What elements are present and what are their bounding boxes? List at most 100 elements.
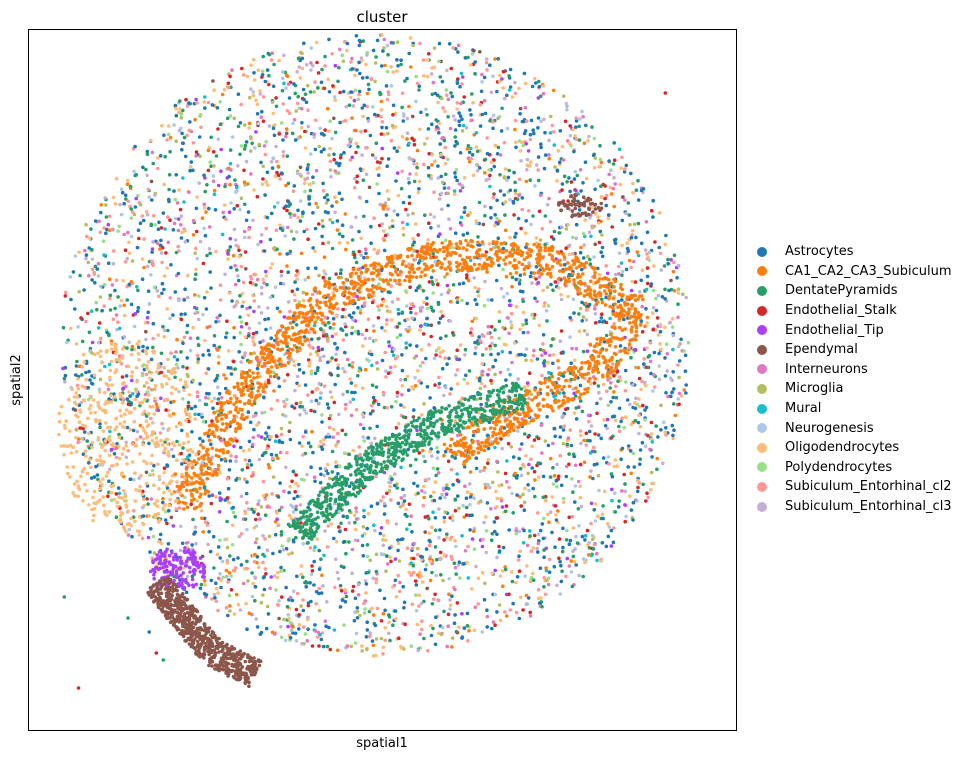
scatter-point xyxy=(337,529,342,534)
scatter-point xyxy=(410,530,414,534)
scatter-point xyxy=(309,465,313,470)
scatter-point xyxy=(445,68,449,73)
scatter-point xyxy=(269,407,274,411)
scatter-point xyxy=(325,644,330,649)
scatter-point xyxy=(578,168,583,172)
scatter-point xyxy=(121,347,125,351)
scatter-point xyxy=(196,357,201,361)
scatter-point xyxy=(495,504,499,509)
scatter-point xyxy=(301,542,306,546)
scatter-point xyxy=(532,316,536,321)
scatter-point xyxy=(202,226,206,231)
scatter-point xyxy=(211,174,216,178)
scatter-point xyxy=(357,89,362,94)
scatter-point xyxy=(210,419,214,423)
scatter-point xyxy=(542,555,546,559)
scatter-point xyxy=(475,149,480,154)
scatter-point xyxy=(350,390,354,395)
scatter-point xyxy=(518,495,522,499)
scatter-point xyxy=(342,451,347,456)
scatter-point xyxy=(508,188,513,193)
scatter-point xyxy=(212,334,217,338)
scatter-point xyxy=(330,334,335,339)
scatter-point xyxy=(529,549,534,553)
scatter-point xyxy=(127,251,132,256)
scatter-point xyxy=(353,538,358,543)
scatter-point xyxy=(212,192,217,197)
scatter-point xyxy=(627,258,632,263)
scatter-point xyxy=(400,169,404,174)
scatter-point xyxy=(445,283,450,288)
scatter-point xyxy=(400,392,404,397)
scatter-point xyxy=(661,420,666,425)
scatter-point xyxy=(489,335,494,340)
scatter-point xyxy=(209,442,213,447)
scatter-point xyxy=(252,78,257,82)
scatter-point xyxy=(200,461,204,465)
scatter-point xyxy=(252,343,257,347)
scatter-point xyxy=(107,277,112,282)
scatter-point xyxy=(572,559,577,564)
scatter-point xyxy=(344,402,348,407)
scatter-point xyxy=(179,312,183,317)
scatter-point xyxy=(176,217,181,221)
scatter-point xyxy=(228,604,232,608)
scatter-point xyxy=(376,304,380,309)
scatter-point xyxy=(345,48,349,53)
scatter-point xyxy=(400,537,405,541)
scatter-point xyxy=(180,428,184,433)
scatter-point xyxy=(470,52,475,56)
scatter-point xyxy=(263,567,268,571)
scatter-point xyxy=(127,282,131,287)
scatter-point xyxy=(441,349,446,353)
scatter-point xyxy=(468,258,473,263)
scatter-point xyxy=(305,167,310,172)
scatter-point xyxy=(620,416,624,421)
scatter-point xyxy=(330,449,335,454)
scatter-point xyxy=(428,396,432,400)
scatter-point xyxy=(298,76,303,80)
scatter-point xyxy=(104,203,108,207)
scatter-point xyxy=(431,626,435,631)
scatter-point xyxy=(300,120,304,125)
scatter-point xyxy=(119,298,124,303)
scatter-point xyxy=(574,534,578,539)
scatter-point xyxy=(123,248,128,252)
scatter-point xyxy=(379,619,384,623)
scatter-point xyxy=(368,558,373,563)
scatter-point xyxy=(249,135,253,139)
scatter-point xyxy=(360,386,365,391)
scatter-point xyxy=(386,521,390,525)
scatter-point xyxy=(92,475,97,479)
scatter-point xyxy=(63,380,67,384)
scatter-point xyxy=(548,475,553,479)
scatter-point xyxy=(107,362,112,367)
scatter-point xyxy=(96,326,101,330)
scatter-point xyxy=(495,152,500,156)
scatter-point xyxy=(421,289,426,293)
scatter-point xyxy=(378,92,383,97)
scatter-point xyxy=(509,570,514,574)
scatter-point xyxy=(637,376,642,381)
scatter-point xyxy=(344,594,349,599)
scatter-point xyxy=(664,391,668,395)
scatter-point xyxy=(157,220,161,225)
scatter-point xyxy=(343,322,347,326)
scatter-point xyxy=(188,336,193,341)
scatter-point xyxy=(301,87,306,92)
scatter-point xyxy=(355,174,360,178)
scatter-point xyxy=(246,210,251,214)
scatter-point xyxy=(438,336,443,341)
scatter-point xyxy=(502,295,506,299)
scatter-point xyxy=(73,408,78,412)
scatter-point xyxy=(609,168,613,172)
scatter-point xyxy=(465,301,470,306)
scatter-point xyxy=(125,256,129,261)
scatter-point xyxy=(245,559,249,564)
scatter-point xyxy=(316,337,321,341)
scatter-point xyxy=(360,76,365,80)
scatter-point xyxy=(225,519,229,524)
scatter-point xyxy=(155,289,159,293)
scatter-point xyxy=(325,402,330,406)
scatter-point xyxy=(578,250,583,255)
